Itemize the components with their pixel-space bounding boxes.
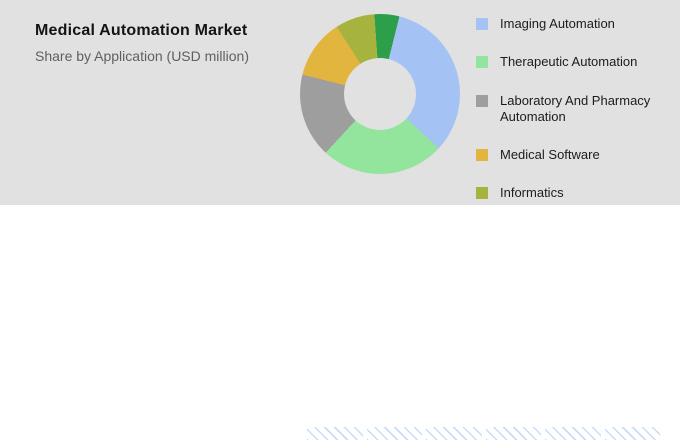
- donut-chart: [300, 14, 460, 174]
- bar-column-2023: [249, 427, 304, 440]
- legend-swatch-icon: [476, 94, 488, 107]
- legend-swatch-icon: [476, 187, 488, 200]
- forecast-hatch-2027: [485, 427, 542, 440]
- forecast-hatch-2024: [307, 427, 363, 440]
- bar-column-2021: [134, 427, 189, 440]
- forecast-hatch-2026: [426, 427, 482, 440]
- forecast-hatch-2028: [545, 427, 601, 440]
- forecast-hatch-2025: [366, 427, 423, 440]
- legend-label: Imaging Automation: [500, 16, 615, 31]
- legend-label: Therapeutic Automation: [500, 54, 638, 70]
- bar-column-2022: [191, 427, 246, 440]
- legend-label: Informatics: [500, 185, 564, 201]
- bar-column-2020: [76, 427, 131, 440]
- page-subtitle: Share by Application (USD million): [35, 48, 249, 64]
- legend-item: Laboratory And Pharmacy Automation: [476, 93, 672, 126]
- bar-column-2019: [19, 427, 74, 440]
- bar-chart: [18, 427, 662, 440]
- page-title: Medical Automation Market: [35, 22, 248, 39]
- bar-chart-panel: 2019202020212022202320242025202620272028…: [0, 205, 680, 440]
- legend-swatch-icon: [476, 149, 488, 161]
- title-block: Medical Automation Market Share by Appli…: [35, 22, 249, 64]
- legend-item: Therapeutic Automation: [476, 54, 672, 70]
- legend-item: Informatics: [476, 185, 672, 201]
- legend-item: Imaging Automation: [476, 16, 672, 32]
- legend-item: Medical Software: [476, 147, 672, 163]
- donut-hole: [344, 58, 416, 130]
- legend-label: Laboratory And Pharmacy Automation: [500, 92, 651, 124]
- forecast-hatch-2029: [604, 427, 660, 440]
- legend-swatch-icon: [476, 18, 488, 30]
- legend-swatch-icon: [476, 56, 488, 69]
- legend-label: Medical Software: [500, 147, 600, 162]
- header-panel: Medical Automation Market Share by Appli…: [0, 0, 680, 205]
